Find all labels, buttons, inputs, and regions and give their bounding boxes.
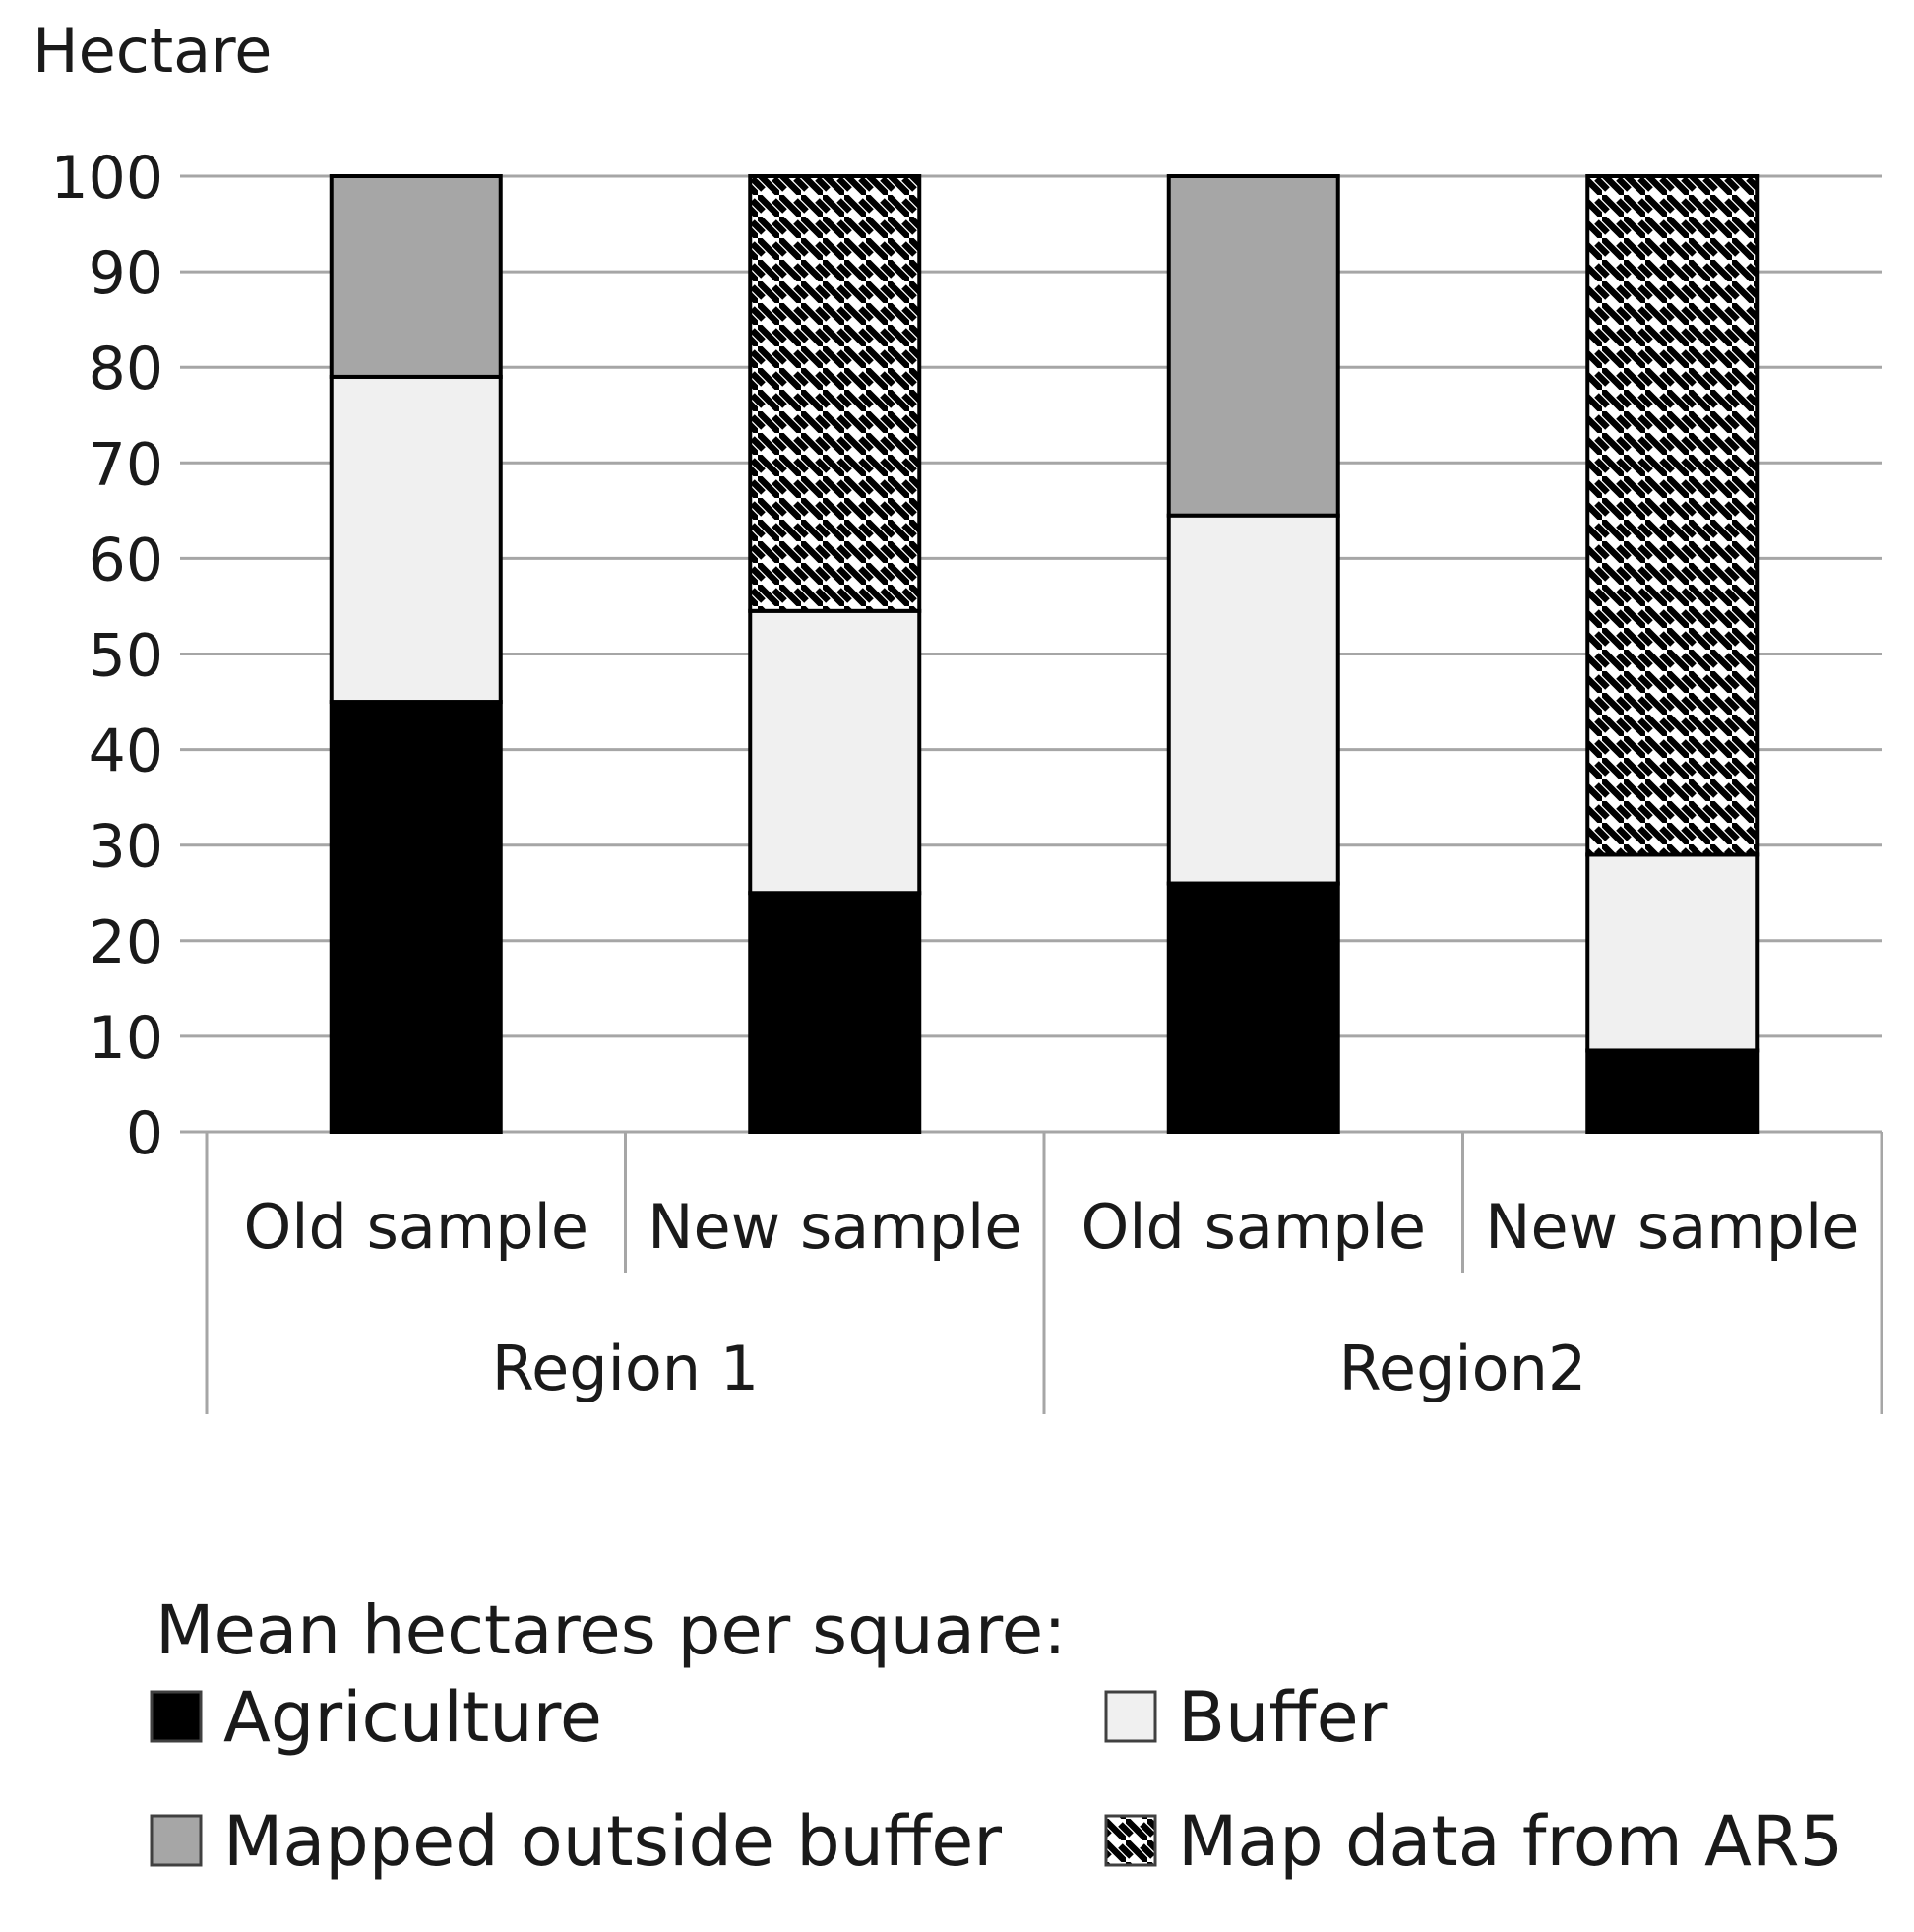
y-tick-label-10: 100 bbox=[50, 144, 163, 213]
y-tick-label-7: 70 bbox=[89, 430, 163, 499]
y-axis-ticks: 0 10 20 30 40 50 60 70 80 90 100 bbox=[50, 144, 163, 1168]
legend-title: Mean hectares per square: bbox=[155, 1591, 1066, 1670]
y-tick-label-5: 50 bbox=[89, 622, 163, 691]
bar-agriculture-1 bbox=[748, 891, 922, 1134]
y-axis-label: Hectare bbox=[32, 15, 272, 87]
legend-label-agriculture: Agriculture bbox=[223, 1677, 602, 1758]
y-tick-label-2: 20 bbox=[89, 908, 163, 977]
legend-swatch-mapped-outside-buffer bbox=[150, 1814, 203, 1867]
x-tick-label-0: Old sample bbox=[243, 1191, 588, 1263]
y-tick-label-9: 90 bbox=[89, 239, 163, 308]
bar-buffer-3 bbox=[1585, 852, 1760, 1053]
legend-label-map-data-from-ar5: Map data from AR5 bbox=[1178, 1801, 1843, 1882]
x-axis: Old sample New sample Old sample New sample… bbox=[205, 1132, 1883, 1414]
y-tick-label-3: 30 bbox=[89, 813, 163, 882]
bar-map-data-from-ar5-3 bbox=[1585, 174, 1760, 857]
bar-buffer-2 bbox=[1166, 513, 1340, 886]
x-tick-label-2: Old sample bbox=[1080, 1191, 1426, 1263]
bar-agriculture-3 bbox=[1585, 1048, 1760, 1134]
y-tick-label-1: 10 bbox=[89, 1004, 163, 1073]
bars bbox=[329, 174, 1760, 1134]
bar-buffer-1 bbox=[748, 608, 922, 896]
y-tick-label-6: 60 bbox=[89, 526, 163, 594]
legend-label-buffer: Buffer bbox=[1178, 1677, 1388, 1758]
bar-mapped-outside-buffer-2 bbox=[1166, 174, 1340, 518]
legend: Agriculture Buffer Mapped outside buffer Ma… bbox=[150, 1677, 1843, 1882]
bar-buffer-0 bbox=[329, 374, 503, 705]
y-tick-label-8: 80 bbox=[89, 335, 163, 404]
group-label-1: Region2 bbox=[1339, 1333, 1587, 1404]
y-tick-label-4: 40 bbox=[89, 717, 163, 786]
bar-agriculture-0 bbox=[329, 700, 503, 1134]
legend-swatch-agriculture bbox=[150, 1690, 203, 1743]
bar-map-data-from-ar5-1 bbox=[748, 174, 922, 613]
legend-label-mapped-outside-buffer: Mapped outside buffer bbox=[223, 1801, 1002, 1882]
bar-agriculture-2 bbox=[1166, 881, 1340, 1134]
x-tick-label-3: New sample bbox=[1485, 1191, 1859, 1263]
group-label-0: Region 1 bbox=[492, 1333, 759, 1404]
bar-mapped-outside-buffer-0 bbox=[329, 174, 503, 379]
y-tick-label-0: 0 bbox=[126, 1099, 163, 1168]
legend-swatch-map-data-from-ar5 bbox=[1104, 1814, 1157, 1867]
legend-swatch-buffer bbox=[1104, 1690, 1157, 1743]
x-tick-label-1: New sample bbox=[648, 1191, 1021, 1263]
